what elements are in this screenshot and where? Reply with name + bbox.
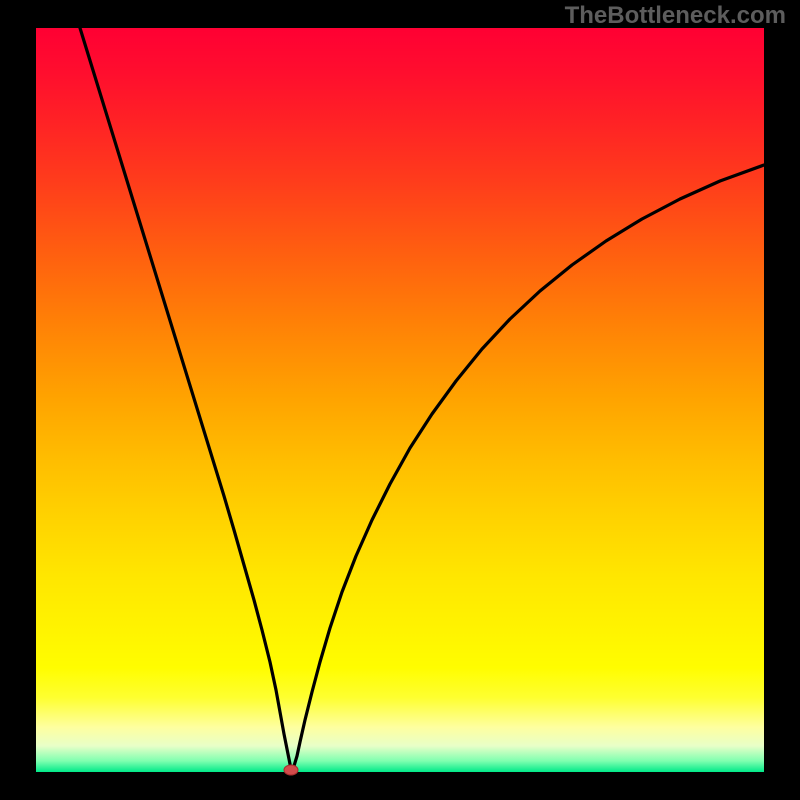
watermark-text: TheBottleneck.com: [565, 2, 786, 30]
plot-background: [36, 28, 764, 772]
chart-container: { "watermark": { "text": "TheBottleneck.…: [0, 0, 800, 800]
minimum-marker: [284, 765, 298, 775]
chart-svg: [0, 0, 800, 800]
